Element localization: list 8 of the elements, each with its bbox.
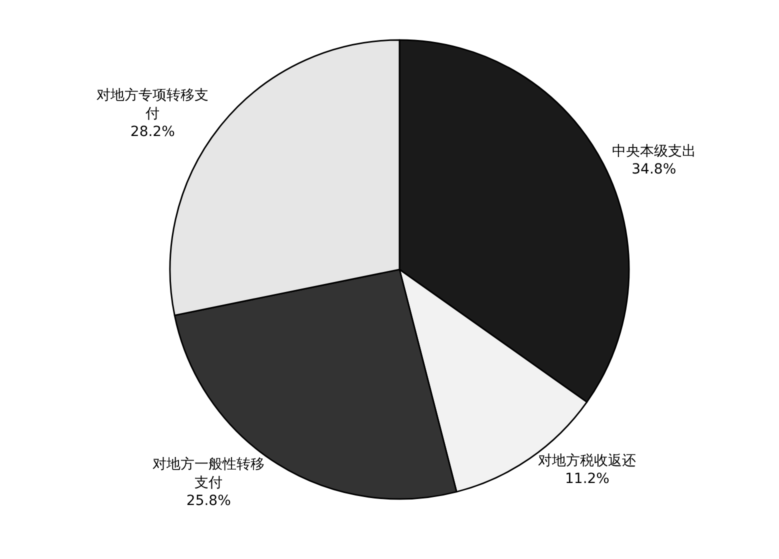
data-label: 25.8% [186, 493, 231, 510]
data-label: 11.2% [564, 471, 610, 488]
data-label: 34.8% [632, 162, 676, 178]
slice-label: 中央本级支出 [612, 143, 696, 160]
slice-label: 对地方专项转移支付 [96, 88, 209, 122]
slice-label: 对地方一般性转移支付 [152, 456, 265, 491]
data-label: 28.2% [130, 124, 175, 140]
slice-label: 对地方税收返还 [538, 453, 636, 469]
